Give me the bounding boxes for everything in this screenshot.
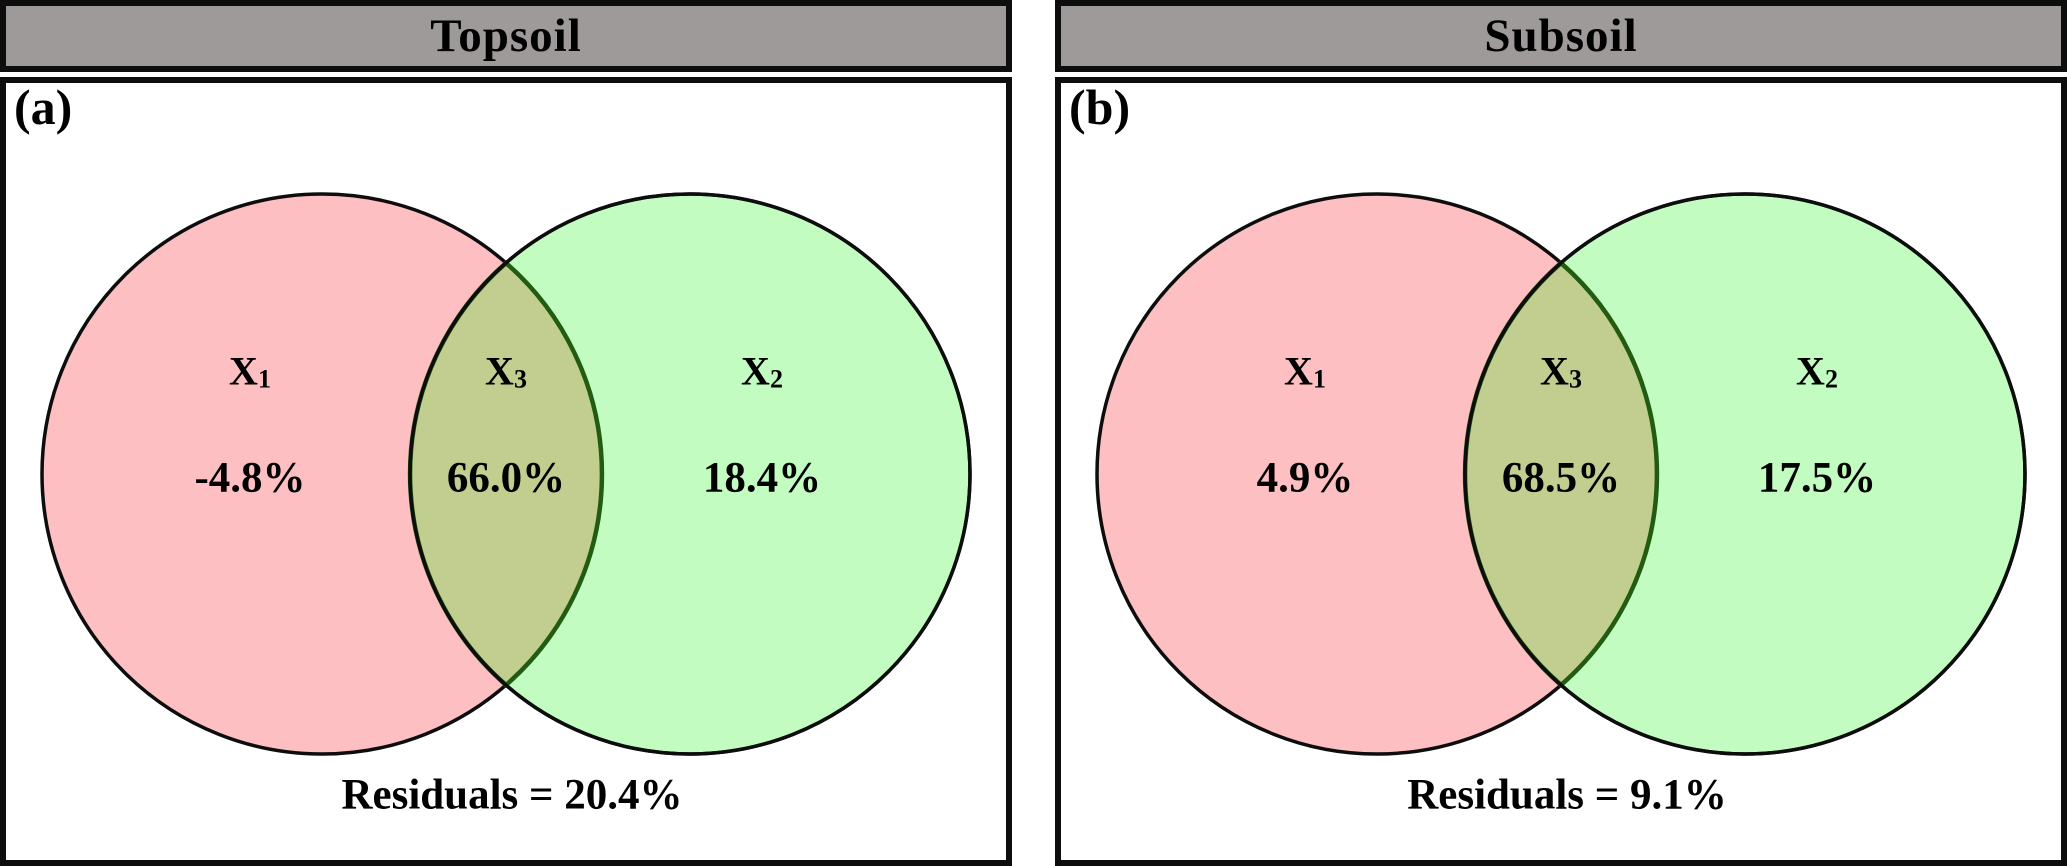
x2-label: X2 bbox=[1796, 348, 1838, 394]
x3-value: 66.0% bbox=[446, 454, 566, 502]
panel-title: Subsoil bbox=[1484, 10, 1638, 62]
x1-label: X1 bbox=[229, 348, 271, 394]
panel-title: Topsoil bbox=[430, 10, 582, 62]
residuals-text: Residuals = 9.1% bbox=[1407, 771, 1727, 819]
x2-value: 17.5% bbox=[1757, 454, 1877, 502]
panel-tag: (a) bbox=[14, 79, 73, 135]
venn-panel-body: (b) X1 X3 X2 4.9% 68.5% 17.5% Residuals … bbox=[1055, 77, 2067, 866]
venn-diagram bbox=[40, 192, 972, 756]
x2-value: 18.4% bbox=[702, 454, 822, 502]
x1-value: -4.8% bbox=[194, 454, 306, 502]
x2-circle-outline bbox=[408, 192, 972, 756]
panel-subsoil: Subsoil (b) X1 X3 X2 4.9% 68.5% 17.5% Re… bbox=[1055, 0, 2067, 866]
panel-title-bar: Subsoil bbox=[1055, 0, 2067, 72]
venn-area: (b) X1 X3 X2 4.9% 68.5% 17.5% Residuals … bbox=[1055, 77, 2067, 866]
x1-label: X1 bbox=[1284, 348, 1326, 394]
x3-value: 68.5% bbox=[1501, 454, 1621, 502]
panel-topsoil: Topsoil (a) X1 X3 X2 -4.8% 66.0% 18.4% R… bbox=[0, 0, 1012, 866]
venn-panel-body: (a) X1 X3 X2 -4.8% 66.0% 18.4% Residuals… bbox=[0, 77, 1012, 866]
venn-diagram bbox=[1095, 192, 2027, 756]
x2-circle-outline bbox=[1463, 192, 2027, 756]
venn-area: (a) X1 X3 X2 -4.8% 66.0% 18.4% Residuals… bbox=[0, 77, 1012, 866]
x2-label: X2 bbox=[741, 348, 783, 394]
x3-label: X3 bbox=[1540, 348, 1582, 394]
x3-label: X3 bbox=[485, 348, 527, 394]
residuals-text: Residuals = 20.4% bbox=[341, 771, 683, 819]
panel-title-bar: Topsoil bbox=[0, 0, 1012, 72]
x1-value: 4.9% bbox=[1256, 454, 1354, 502]
panel-tag: (b) bbox=[1069, 79, 1131, 135]
